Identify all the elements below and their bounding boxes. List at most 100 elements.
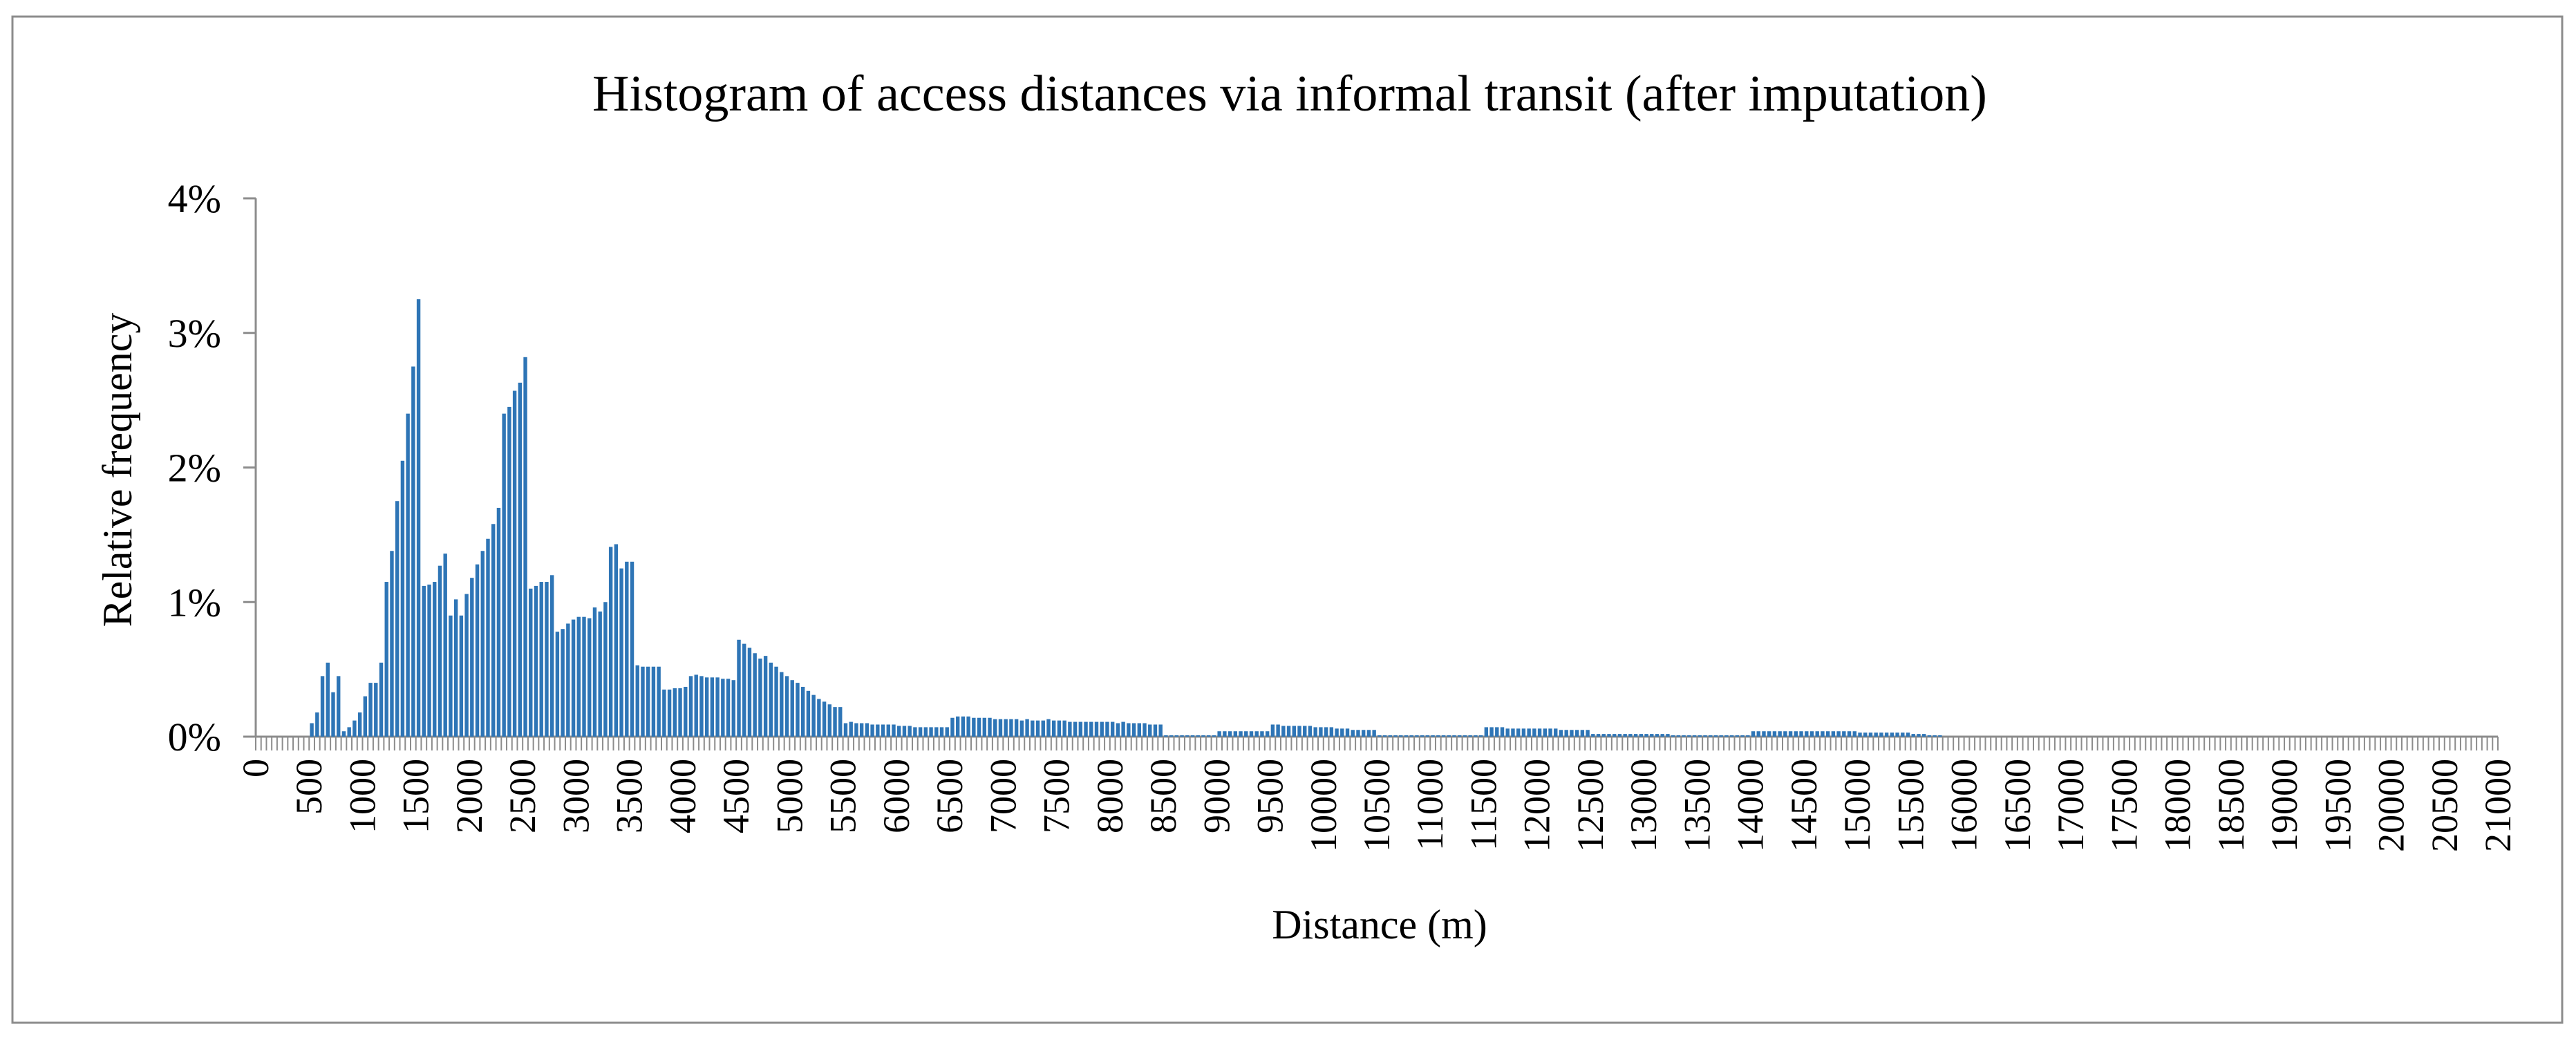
histogram-bar [1025,719,1029,737]
x-tick-label: 0 [235,759,276,777]
histogram-bar [1249,731,1254,737]
histogram-bar [427,584,431,737]
histogram-bar [582,616,586,737]
histogram-bar [1292,726,1296,737]
histogram-bar [1260,731,1264,737]
histogram-bar [1809,731,1814,737]
histogram-bar [993,719,997,737]
histogram-bar [1143,723,1147,737]
histogram-bar [1692,735,1697,737]
histogram-bar [1858,733,1862,737]
histogram-bar [876,724,880,737]
histogram-bar [1740,735,1745,737]
histogram-bar [1478,735,1483,737]
x-tick-label: 21000 [2477,759,2519,852]
x-tick-label: 6500 [929,759,970,833]
histogram-bar [1767,731,1771,737]
x-axis-label: Distance (m) [1272,902,1487,947]
histogram-bar [1452,735,1456,737]
histogram-bar [630,561,634,737]
histogram-bar [422,585,426,737]
histogram-bar [1436,735,1440,737]
x-tick-label: 5500 [822,759,864,833]
histogram-bar [433,582,437,737]
histogram-bar [1756,731,1760,737]
histogram-bar [827,704,832,737]
histogram-bar [384,582,388,737]
histogram-bar [331,692,335,737]
histogram-bar [1031,720,1035,737]
histogram-bar [822,701,827,737]
histogram-bar [1666,734,1670,737]
histogram-bar [1495,727,1499,737]
histogram-bar [1724,735,1729,737]
histogram-bar [1431,735,1435,737]
x-tick-label: 17500 [2103,759,2145,852]
x-tick-label: 20000 [2371,759,2412,852]
histogram-bar [1884,733,1889,737]
histogram-bar [352,720,357,737]
histogram-bar [929,727,933,737]
histogram-bar [1052,720,1056,737]
histogram-bar [662,689,666,737]
histogram-bar [1703,735,1707,737]
histogram-bar [1356,730,1360,737]
histogram-bar [523,357,527,737]
histogram-bar [416,299,421,737]
histogram-bar [315,712,319,737]
histogram-bar [1751,731,1756,737]
histogram-bar [507,406,511,737]
histogram-bar [1110,721,1115,737]
histogram-bar [1068,721,1072,737]
histogram-bar [587,618,592,737]
x-tick-label: 11500 [1463,759,1504,851]
histogram-bar [646,666,650,737]
histogram-bar [1228,731,1232,737]
histogram-bar [491,524,496,737]
histogram-bar [1366,730,1371,737]
histogram-bar [1009,719,1013,737]
histogram-bar [1447,735,1451,737]
histogram-bar [566,623,570,737]
x-tick-label: 500 [288,759,330,815]
histogram-bar [1420,735,1425,737]
histogram-bar [1340,728,1344,737]
histogram-bar [1570,730,1574,737]
histogram-bar [1746,735,1750,737]
histogram-bar [886,724,890,737]
histogram-bar [453,599,458,737]
histogram-bar [1655,734,1660,737]
histogram-bar [641,666,645,737]
histogram-bar [1933,735,1937,737]
histogram-bar [753,653,757,737]
histogram-bar [1137,723,1141,737]
histogram-bar [390,551,394,737]
histogram-bar [699,676,704,737]
histogram-bar [684,686,688,737]
histogram-bar [459,615,464,737]
histogram-bar [1382,735,1387,737]
histogram-bar [1698,735,1702,737]
histogram-bar [1543,728,1548,737]
x-tick-label: 12500 [1570,759,1611,852]
histogram-bar [1938,735,1942,737]
histogram-bar [811,694,816,737]
histogram-bar [1580,730,1585,737]
histogram-bar [635,665,639,737]
histogram-bar [608,547,613,737]
histogram-bar [561,629,565,737]
histogram-bar [1164,735,1168,737]
histogram-bar [945,727,949,737]
histogram-bar [1158,724,1163,737]
histogram-bar [1127,723,1131,737]
histogram-bar [400,460,405,737]
x-tick-label: 9000 [1196,759,1237,833]
x-tick-label: 6000 [876,759,917,833]
histogram-bar [1131,723,1136,737]
histogram-bar [1644,734,1648,737]
histogram-bar [1276,724,1280,737]
histogram-bar [843,723,848,737]
histogram-bar [667,689,672,737]
histogram-bar [1308,726,1313,737]
